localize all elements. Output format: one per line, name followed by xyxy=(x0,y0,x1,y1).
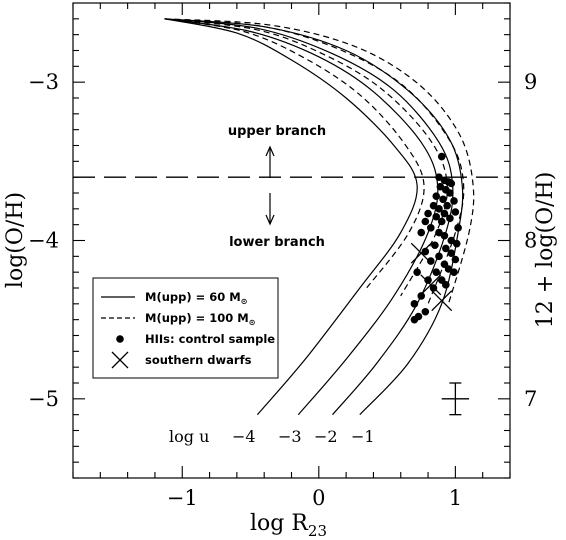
x-axis-label-main: log R xyxy=(250,511,309,536)
control-sample-point xyxy=(435,205,443,213)
y-axis-label-right: 12 + log(O/H) xyxy=(533,172,558,329)
control-sample-point xyxy=(432,268,441,276)
legend-dot-icon xyxy=(116,335,124,343)
control-sample-point xyxy=(421,247,430,256)
control-sample-point xyxy=(454,224,462,232)
control-sample-point xyxy=(442,281,450,289)
log-u-label-1: −1 xyxy=(351,427,375,446)
southern-dwarf-cross xyxy=(410,242,432,264)
y-tick-label-right: 7 xyxy=(524,387,537,411)
cross-stroke xyxy=(420,274,442,296)
arrow-down-icon xyxy=(265,193,275,226)
southern-dwarf-cross xyxy=(431,290,453,312)
control-sample-point xyxy=(413,268,421,276)
control-sample-point xyxy=(450,268,458,276)
control-sample-point xyxy=(435,252,443,261)
data-points xyxy=(410,152,470,416)
model-curve-60-logu3 xyxy=(164,18,439,416)
control-sample-point xyxy=(443,201,451,210)
legend-item-60: M(upp) = 60 M⊙ xyxy=(145,290,247,306)
model-curve-100-logu1 xyxy=(164,18,475,304)
model-curves xyxy=(164,18,475,416)
control-sample-point xyxy=(440,209,449,218)
control-sample-point xyxy=(432,212,441,221)
y-tick-label: −5 xyxy=(28,387,59,411)
control-sample-point xyxy=(426,257,435,265)
model-curve-100-logu3 xyxy=(164,18,448,297)
log-u-prefix: log u xyxy=(169,427,209,446)
model-curve-60-logu4 xyxy=(164,18,418,416)
model-curve-60-logu2 xyxy=(164,18,454,416)
control-sample-point xyxy=(446,189,454,197)
legend-item-dwarfs: southern dwarfs xyxy=(145,353,252,367)
cross-stroke xyxy=(431,290,453,312)
x-tick-label: −1 xyxy=(167,486,198,510)
control-sample-point xyxy=(452,239,461,248)
control-sample-point xyxy=(451,255,460,264)
control-sample-point xyxy=(437,152,446,161)
control-sample-point xyxy=(424,209,432,218)
legend: M(upp) = 60 M⊙ M(upp) = 100 M⊙ HIIs: con… xyxy=(92,277,279,379)
lower-branch-label: lower branch xyxy=(229,235,325,250)
control-sample-point xyxy=(410,300,419,308)
control-sample-point xyxy=(450,197,458,205)
y-tick-label: −4 xyxy=(28,229,59,253)
control-sample-point xyxy=(439,195,447,204)
legend-item-control: HIIs: control sample xyxy=(145,332,275,346)
control-sample-point xyxy=(417,292,426,300)
y-tick-label-right: 9 xyxy=(524,70,537,94)
legend-item-100: M(upp) = 100 M⊙ xyxy=(145,311,255,327)
control-sample-point xyxy=(426,224,435,232)
control-sample-point xyxy=(451,208,460,216)
control-sample-point xyxy=(421,217,430,226)
model-curve-100-logu2 xyxy=(164,18,465,305)
y-axis-label: log(O/H) xyxy=(3,192,28,288)
cross-stroke xyxy=(410,242,432,264)
control-sample-point xyxy=(417,228,426,237)
x-tick-label: 0 xyxy=(312,486,325,510)
control-sample-point xyxy=(421,307,430,316)
control-sample-point xyxy=(410,315,419,324)
control-sample-point xyxy=(432,192,441,200)
log-u-label-2: −2 xyxy=(314,427,338,446)
legend-box xyxy=(92,277,279,379)
error-bar xyxy=(441,382,470,416)
southern-dwarf-cross xyxy=(420,274,442,296)
log-u-label-3: −3 xyxy=(278,427,302,446)
control-sample-point xyxy=(437,217,446,226)
y-tick-label-right: 8 xyxy=(524,229,537,253)
log-u-label-4: −4 xyxy=(232,427,256,446)
y-tick-label: −3 xyxy=(28,70,59,94)
upper-branch-label: upper branch xyxy=(228,124,326,139)
model-curve-100-logu4 xyxy=(164,18,425,289)
arrow-up-icon xyxy=(265,145,275,178)
control-sample-point xyxy=(424,276,432,284)
x-axis-label: log R23 xyxy=(250,511,327,540)
control-sample-point xyxy=(447,249,456,257)
control-sample-point xyxy=(447,179,456,188)
tick-labels: −1 0 1 −5 −4 −3 7 8 9 xyxy=(28,70,537,510)
control-sample-point xyxy=(442,244,450,253)
x-tick-label: 1 xyxy=(449,486,462,510)
control-sample-point xyxy=(446,214,454,223)
plot-frame xyxy=(72,2,511,479)
legend-cross-icon xyxy=(111,351,129,369)
control-sample-point xyxy=(431,241,439,250)
x-axis-label-sub: 23 xyxy=(308,522,327,540)
control-sample-point xyxy=(440,231,449,240)
